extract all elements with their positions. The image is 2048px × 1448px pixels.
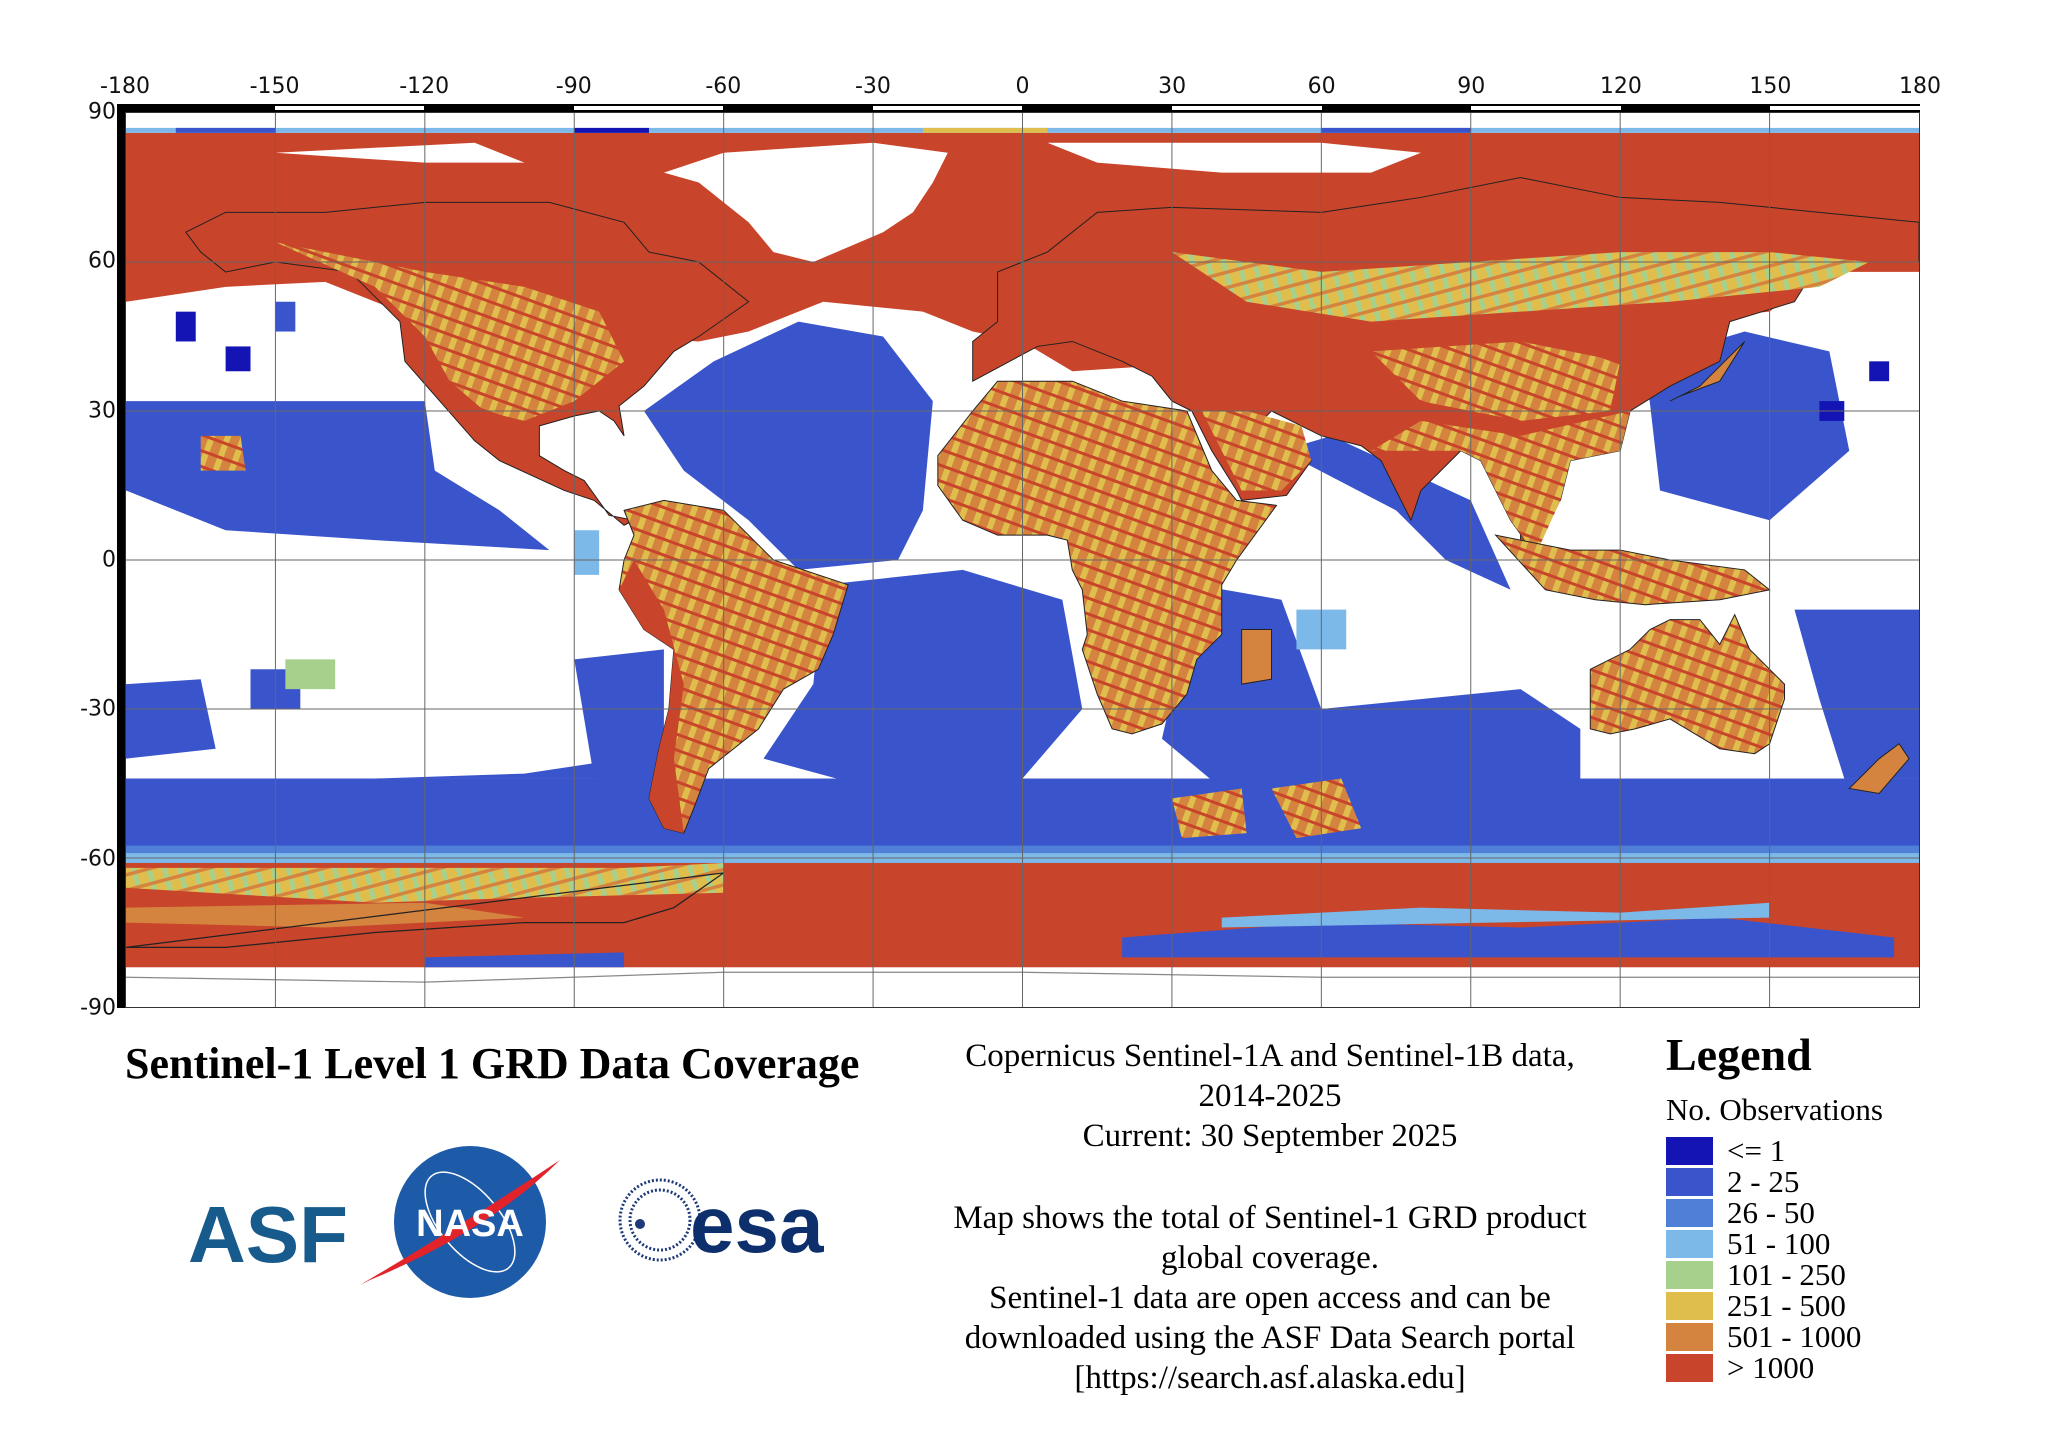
australia [1589,613,1786,755]
lon-tick-label: -150 [249,74,300,99]
coverage-map [125,112,1920,1008]
legend-item: 26 - 50 [1666,1195,1815,1230]
legend-swatch [1666,1291,1713,1320]
legend-item: 101 - 250 [1666,1257,1846,1292]
map-title: Sentinel-1 Level 1 GRD Data Coverage [125,1039,860,1088]
legend-swatch [1666,1322,1713,1351]
legend-swatch [1666,1229,1713,1258]
legend-item: 51 - 100 [1666,1226,1831,1261]
lat-tick-label: -60 [80,846,116,872]
left-axis-bar [117,104,125,1008]
lon-tick-label: 90 [1457,74,1486,99]
lon-tick-label: 180 [1899,74,1941,99]
lon-tick-label: -90 [555,74,592,99]
top-axis-bar [125,104,1920,112]
axis-bar-segment [274,106,425,110]
lon-tick-label: 60 [1307,74,1336,99]
axis-bar-segment [1471,106,1621,110]
legend-label: 51 - 100 [1727,1226,1831,1261]
lon-tick-label: -120 [399,74,450,99]
axis-bar-segment [573,106,724,110]
legend-item: 251 - 500 [1666,1288,1846,1323]
lat-tick-label: 0 [102,547,116,573]
description-line: downloaded using the ASF Data Search por… [964,1320,1576,1356]
lon-tick-label: -60 [705,74,742,99]
legend-item: 501 - 1000 [1666,1319,1862,1354]
legend-title: Legend [1666,1029,1812,1080]
logos: ASF NASA esa [170,1140,870,1310]
japan [1669,341,1746,402]
lon-tick-label: 150 [1749,74,1792,99]
nasa-logo: NASA [360,1146,560,1298]
lon-tick-label: 30 [1158,74,1187,99]
lon-tick-label: -30 [854,74,891,99]
graticule [126,113,1919,1007]
legend-label: <= 1 [1727,1133,1786,1168]
asf-logo: ASF [188,1190,348,1279]
lat-tick-label: 60 [88,248,116,274]
new-zealand [1848,743,1910,794]
axis-bar-segment [1172,106,1322,110]
description-line: Copernicus Sentinel-1A and Sentinel-1B d… [965,1038,1575,1074]
legend-item: <= 1 [1666,1133,1786,1168]
axis-bar-segment [1770,106,1920,110]
legend-label: 26 - 50 [1727,1195,1815,1230]
description-line: 2014-2025 [1198,1078,1342,1114]
madagascar [1241,629,1273,685]
lon-tick-label: 0 [1015,74,1030,99]
lat-tick-label: 90 [88,99,116,125]
legend-item: 2 - 25 [1666,1164,1800,1199]
legend-swatch [1666,1198,1713,1227]
legend-label: 101 - 250 [1727,1257,1846,1292]
legend-swatch [1666,1167,1713,1196]
description-line: global coverage. [1160,1240,1380,1276]
description-line: Current: 30 September 2025 [1082,1118,1458,1154]
legend-swatch [1666,1136,1713,1165]
legend-label: 501 - 1000 [1727,1319,1862,1354]
description-line: Map shows the total of Sentinel-1 GRD pr… [953,1200,1587,1236]
axis-bar-segment [872,106,1023,110]
legend-label: > 1000 [1727,1350,1815,1385]
description-line: [https://search.asf.alaska.edu] [1074,1360,1466,1396]
svg-text:esa: esa [690,1180,824,1269]
lat-tick-label: -90 [80,995,116,1021]
legend-item: > 1000 [1666,1350,1815,1385]
lat-tick-label: 30 [88,398,116,424]
legend-label: 251 - 500 [1727,1288,1846,1323]
lon-tick-label: 120 [1599,74,1642,99]
esa-logo: esa [618,1178,824,1269]
lon-tick-label: -180 [100,74,150,99]
legend-swatch [1666,1353,1713,1382]
legend-label: 2 - 25 [1727,1164,1800,1199]
svg-text:NASA: NASA [416,1203,524,1245]
lat-tick-label: -30 [80,696,116,722]
legend-swatch [1666,1260,1713,1289]
description-line: Sentinel-1 data are open access and can … [989,1280,1551,1316]
svg-text:ASF: ASF [188,1190,348,1279]
legend-subtitle: No. Observations [1666,1092,1883,1127]
